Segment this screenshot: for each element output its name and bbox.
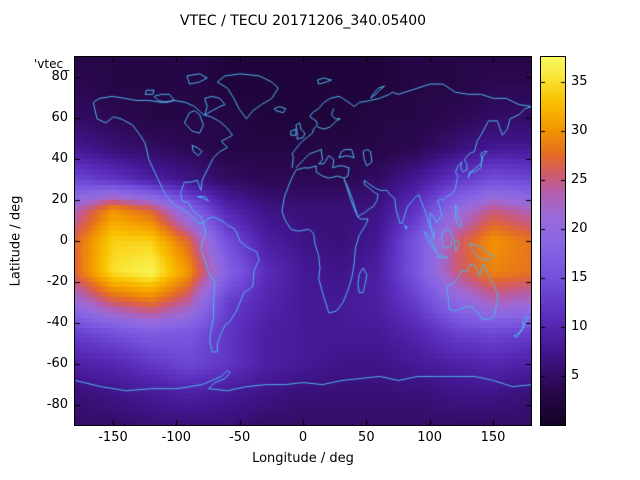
y-tick-label: -80 (46, 396, 68, 412)
y-tick-label: -20 (46, 273, 68, 289)
x-tick-label: 150 (480, 430, 506, 445)
series-key-label: 'vtec_ (34, 57, 70, 71)
y-axis-label: Latitude / deg (8, 195, 24, 287)
y-tick-label: 20 (51, 192, 68, 208)
colorbar-tick-label: 15 (571, 269, 588, 285)
x-tick-label: -100 (161, 430, 192, 445)
x-axis-label: Longitude / deg (252, 451, 354, 466)
y-tick-label: 80 (51, 69, 68, 85)
colorbar-tick-label: 10 (571, 318, 588, 334)
y-tick-label: 60 (51, 110, 68, 126)
y-tick-label: -60 (46, 355, 68, 371)
chart-title: VTEC / TECU 20171206_340.05400 (179, 13, 427, 29)
colorbar-canvas (541, 57, 565, 425)
x-tick-label: 50 (358, 430, 375, 445)
colorbar (540, 56, 566, 426)
colorbar-tick-label: 5 (571, 367, 580, 383)
plot-area (74, 56, 532, 426)
x-tick-label: -150 (98, 430, 128, 445)
x-tick-label: -50 (229, 430, 251, 445)
y-tick-label: -40 (46, 314, 68, 330)
colorbar-tick-label: 30 (571, 122, 588, 138)
x-tick-label: 0 (298, 430, 308, 445)
heatmap-canvas (75, 57, 531, 425)
colorbar-tick-label: 25 (571, 171, 588, 187)
y-tick-label: 40 (51, 151, 68, 167)
colorbar-tick-label: 20 (571, 220, 588, 236)
x-tick-label: 100 (417, 430, 443, 445)
y-tick-label: 0 (59, 233, 68, 248)
colorbar-tick-label: 35 (571, 73, 588, 89)
